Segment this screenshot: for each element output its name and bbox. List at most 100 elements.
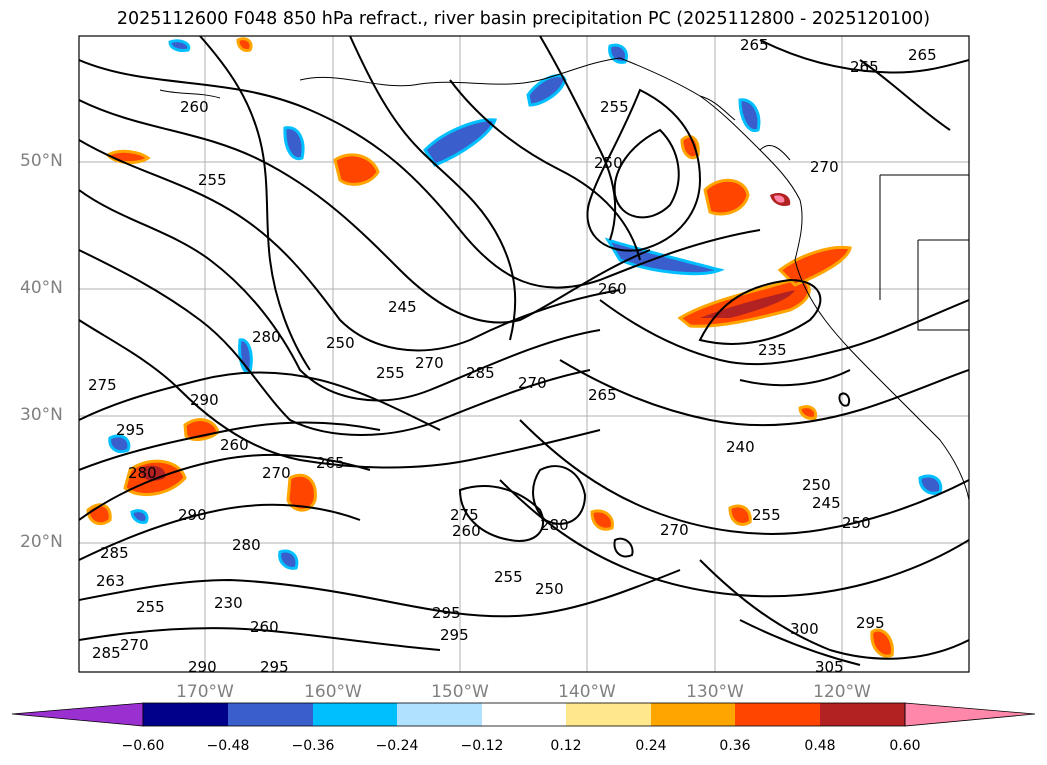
contour-label: 280 bbox=[232, 536, 261, 554]
lat-label: 30°N bbox=[20, 405, 63, 425]
contour-label: 250 bbox=[326, 334, 355, 352]
colorbar-tick-label: −0.36 bbox=[291, 738, 335, 754]
lon-label: 160°W bbox=[304, 682, 362, 702]
contour-label: 250 bbox=[535, 580, 564, 598]
colorbar-tick-label: 0.36 bbox=[719, 738, 751, 754]
contour-label: 275 bbox=[88, 376, 117, 394]
contour-label: 295 bbox=[856, 614, 885, 632]
contour-label: 260 bbox=[180, 98, 209, 116]
contour-label: 260 bbox=[452, 522, 481, 540]
contour-label: 260 bbox=[598, 280, 627, 298]
contour-label: 265 bbox=[316, 454, 345, 472]
contour-label: 250 bbox=[594, 154, 623, 172]
contour-label: 255 bbox=[376, 364, 405, 382]
precip-patch-positive bbox=[86, 503, 112, 526]
contour-label: 250 bbox=[842, 514, 871, 532]
colorbar-bin bbox=[566, 703, 651, 726]
contour-label: 265 bbox=[908, 46, 937, 64]
precip-patch-positive bbox=[236, 37, 253, 52]
contour-label-group: 265 265 265 260 255 255 250 270 245 260 … bbox=[88, 36, 937, 676]
contour-label: 240 bbox=[726, 438, 755, 456]
colorbar-extend-low bbox=[11, 702, 144, 727]
precip-patch-negative bbox=[278, 549, 299, 570]
lon-label: 120°W bbox=[813, 682, 871, 702]
contour-label: 260 bbox=[220, 436, 249, 454]
colorbar-bin bbox=[820, 703, 905, 726]
colorbar-tick-label: −0.48 bbox=[206, 738, 250, 754]
graticule bbox=[79, 36, 969, 672]
refractivity-contours bbox=[79, 36, 969, 666]
contour-label: 260 bbox=[250, 618, 279, 636]
contour-label: 230 bbox=[214, 594, 243, 612]
contour-label: 285 bbox=[92, 644, 121, 662]
colorbar-tick-label: 0.24 bbox=[635, 738, 667, 754]
precip-patch-positive bbox=[590, 509, 614, 531]
colorbar-bin bbox=[482, 703, 566, 726]
contour-label: 295 bbox=[260, 658, 289, 676]
map-frame bbox=[78, 35, 970, 673]
coastlines bbox=[159, 57, 969, 501]
contour-label: 270 bbox=[660, 521, 689, 539]
contour-label: 300 bbox=[790, 620, 819, 638]
precip-patch-strong bbox=[700, 290, 795, 318]
precip-patch-negative bbox=[738, 98, 761, 133]
contour-label: 235 bbox=[758, 341, 787, 359]
colorbar-bin bbox=[313, 703, 397, 726]
colorbar-tick-label: 0.12 bbox=[550, 738, 582, 754]
colorbar-outline bbox=[142, 702, 906, 727]
lon-label: 130°W bbox=[686, 682, 744, 702]
precip-patch-negative bbox=[423, 118, 498, 167]
contour-label: 285 bbox=[466, 364, 495, 382]
precip-patch-extreme bbox=[774, 195, 785, 203]
contour-label: 255 bbox=[494, 568, 523, 586]
map-background bbox=[79, 36, 969, 672]
colorbar-tick-label: −0.60 bbox=[121, 738, 165, 754]
colorbar-tick-label: −0.24 bbox=[375, 738, 419, 754]
colorbar-bin bbox=[651, 703, 735, 726]
colorbar-bin bbox=[143, 703, 228, 726]
colorbar bbox=[11, 702, 1036, 727]
contour-label: 275 bbox=[450, 506, 479, 524]
contour-label: 255 bbox=[600, 98, 629, 116]
precip-patch-positive bbox=[333, 153, 380, 186]
contour-label: 250 bbox=[802, 476, 831, 494]
contour-label: 263 bbox=[96, 572, 125, 590]
contour-label: 280 bbox=[128, 464, 157, 482]
colorbar-bin bbox=[397, 703, 482, 726]
precip-patch-positive bbox=[728, 504, 752, 526]
precip-patch-positive bbox=[703, 179, 750, 216]
contour-label: 270 bbox=[262, 464, 291, 482]
contour-label: 255 bbox=[136, 598, 165, 616]
lon-label: 150°W bbox=[431, 682, 489, 702]
lon-label: 140°W bbox=[558, 682, 616, 702]
precip-patch-negative bbox=[283, 126, 305, 161]
contour-label: 295 bbox=[116, 421, 145, 439]
contour-label: 270 bbox=[415, 354, 444, 372]
lon-label: 170°W bbox=[176, 682, 234, 702]
precip-patch-positive bbox=[777, 245, 852, 287]
contour-label: 280 bbox=[252, 328, 281, 346]
contour-label: 270 bbox=[810, 158, 839, 176]
contour-label: 265 bbox=[588, 386, 617, 404]
contour-label: 245 bbox=[388, 298, 417, 316]
colorbar-extend-high bbox=[904, 702, 1036, 727]
contour-label: 305 bbox=[815, 658, 844, 676]
precip-patch-negative bbox=[608, 43, 628, 64]
precip-patch-negative bbox=[108, 434, 131, 454]
contour-label: 265 bbox=[740, 36, 769, 54]
colorbar-tick-label: 0.48 bbox=[804, 738, 836, 754]
contour-label: 265 bbox=[850, 58, 879, 76]
contour-label: 280 bbox=[540, 516, 569, 534]
contour-label: 295 bbox=[432, 604, 461, 622]
contour-label: 255 bbox=[752, 506, 781, 524]
precip-patch-negative bbox=[168, 39, 191, 52]
colorbar-tick-label: −0.12 bbox=[460, 738, 504, 754]
colorbar-bin bbox=[228, 703, 313, 726]
precip-patch-positive bbox=[798, 405, 818, 420]
contour-label: 290 bbox=[188, 658, 217, 676]
colorbar-bin bbox=[735, 703, 820, 726]
lat-label: 20°N bbox=[20, 532, 63, 552]
precip-patch-negative bbox=[130, 509, 149, 524]
contour-label: 245 bbox=[812, 494, 841, 512]
